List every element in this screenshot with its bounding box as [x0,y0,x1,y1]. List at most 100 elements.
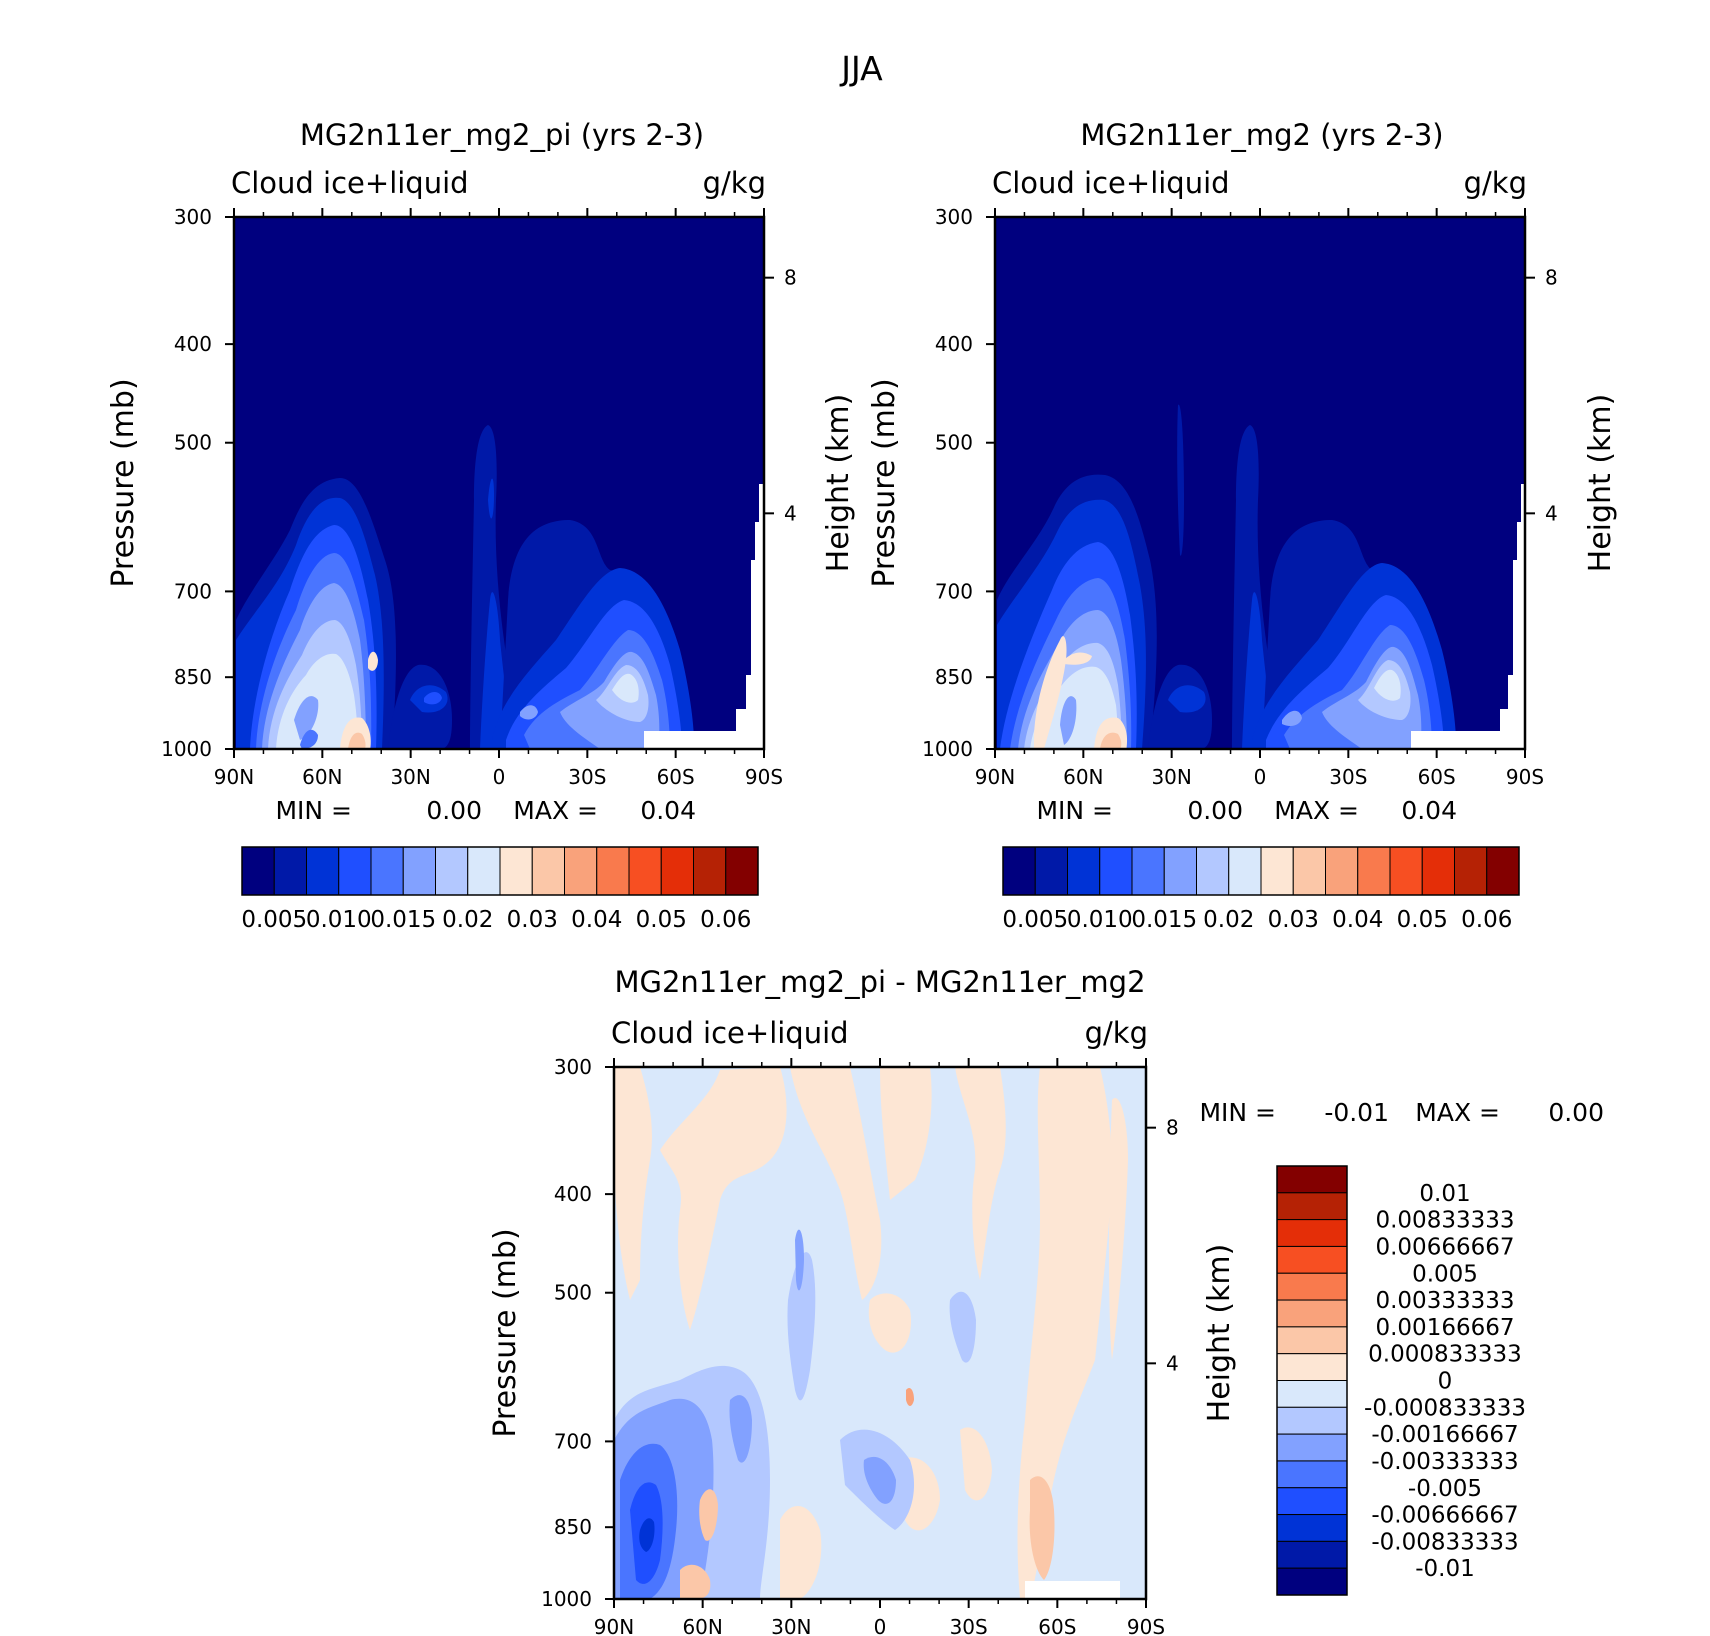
colorbar-box [1276,1353,1348,1381]
colorbar-box [1034,846,1068,896]
colorbar-box [1067,846,1101,896]
x-tick-label: 30N [771,1615,811,1636]
colorbar-box [370,846,404,896]
x-tick-label: 90S [1506,765,1544,789]
y-tick-label: 850 [174,665,212,689]
min-value: 0.00 [426,796,482,825]
panel-title: MG2n11er_mg2 (yrs 2-3) [1080,118,1443,152]
contour-band [1034,636,1067,749]
contour-band [1017,1067,1112,1599]
colorbar-box [531,846,565,896]
min-label: MIN = [1036,796,1113,825]
colorbar-box [1486,846,1520,896]
colorbar-label: 0.015 [370,907,436,933]
colorbar-frame [241,846,759,896]
contour-band [612,673,639,703]
colorbar-label: 0.03 [507,907,558,933]
contour-band [906,1388,914,1406]
left-string: Cloud ice+liquid [992,166,1230,200]
contour-band [729,1395,752,1463]
x-tick-label: 60N [1063,765,1103,789]
max-label: MAX = [1274,796,1359,825]
contour-band [790,1067,882,1300]
contour-band [614,1067,652,1300]
contour-band [863,1456,896,1504]
y-tick-label: 700 [935,579,973,603]
y-tick-label: 400 [554,1182,592,1206]
contour-band [1282,710,1302,726]
contour-band [488,478,494,519]
contour-field [614,1067,1146,1599]
colorbar-label: 0.04 [1332,907,1383,933]
colorbar-label: 0.04 [571,907,622,933]
contour-band [680,1564,711,1599]
colorbar-box [1276,1380,1348,1408]
contour-band [787,1252,816,1401]
colorbar-box [1276,1219,1348,1247]
contour-band [949,1291,976,1363]
y-right-tick-label: 4 [784,501,797,525]
y-axis-label: Pressure (mb) [867,378,902,587]
colorbar-box [1276,1406,1348,1435]
colorbar-label: -0.005 [1408,1476,1482,1502]
contour-band [1064,652,1092,665]
colorbar-label: 0 [1438,1369,1453,1395]
contour-band [960,1427,992,1501]
colorbar-box [1276,1460,1348,1489]
left-string: Cloud ice+liquid [611,1016,849,1050]
x-tick-label: 60N [682,1615,722,1636]
figure-title: JJA [839,49,883,88]
colorbar-box [499,846,533,896]
missing-mask [1411,484,1525,749]
max-label: MAX = [1415,1098,1500,1127]
axis-ticks: 90N 60N 30N 0 30S 60S 90S 300 400 500 700 850 1000 8 4 [161,205,797,789]
colorbar-box [467,846,501,896]
x-tick-label: 60S [1418,765,1456,789]
colorbar-box [1276,1567,1348,1596]
colorbar-box [1357,846,1391,896]
x-tick-label: 30N [1151,765,1191,789]
contour-band [300,729,318,749]
y-tick-label: 300 [174,205,212,229]
right-string: g/kg [1085,1016,1148,1050]
colorbar-box [1276,1540,1348,1569]
colorbar-box [1163,846,1197,896]
x-tick-label: 90N [214,765,254,789]
y-right-tick-label: 4 [1166,1351,1179,1375]
colorbar-label: -0.00833333 [1371,1529,1518,1555]
x-tick-label: 30S [1329,765,1367,789]
panel-title: MG2n11er_mg2_pi (yrs 2-3) [300,118,704,152]
colorbar-box [1421,846,1455,896]
contour-band [368,651,378,671]
min-value: 0.00 [1187,796,1243,825]
left-string: Cloud ice+liquid [231,166,469,200]
contour-band [1100,732,1122,749]
panel-title: MG2n11er_mg2_pi - MG2n11er_mg2 [614,965,1145,999]
colorbar-box [1325,846,1359,896]
y-tick-label: 400 [935,332,973,356]
max-label: MAX = [513,796,598,825]
y-tick-label: 500 [174,431,212,455]
contour-band [880,1067,932,1200]
colorbar-label: 0.00666667 [1375,1234,1514,1260]
y-tick-label: 700 [554,1429,592,1453]
contour-band [348,732,366,749]
contour-band [660,1067,787,1330]
y-right-tick-label: 4 [1545,501,1558,525]
colorbar-box [1276,1272,1348,1301]
colorbar-label: 0.010 [306,907,372,933]
colorbar-box [1292,846,1326,896]
colorbar-box [1002,846,1036,896]
y-tick-label: 850 [935,665,973,689]
min-value: -0.01 [1324,1098,1389,1127]
colorbar-box [596,846,630,896]
colorbar-label: 0.01 [1419,1181,1470,1207]
colorbar-label: -0.00666667 [1371,1503,1518,1529]
contour-band [520,705,538,720]
missing-mask [644,484,764,749]
contour-band [639,1518,655,1552]
colorbar-box [1099,846,1133,896]
colorbar-box [660,846,694,896]
colorbar-label: 0.005 [1002,907,1068,933]
